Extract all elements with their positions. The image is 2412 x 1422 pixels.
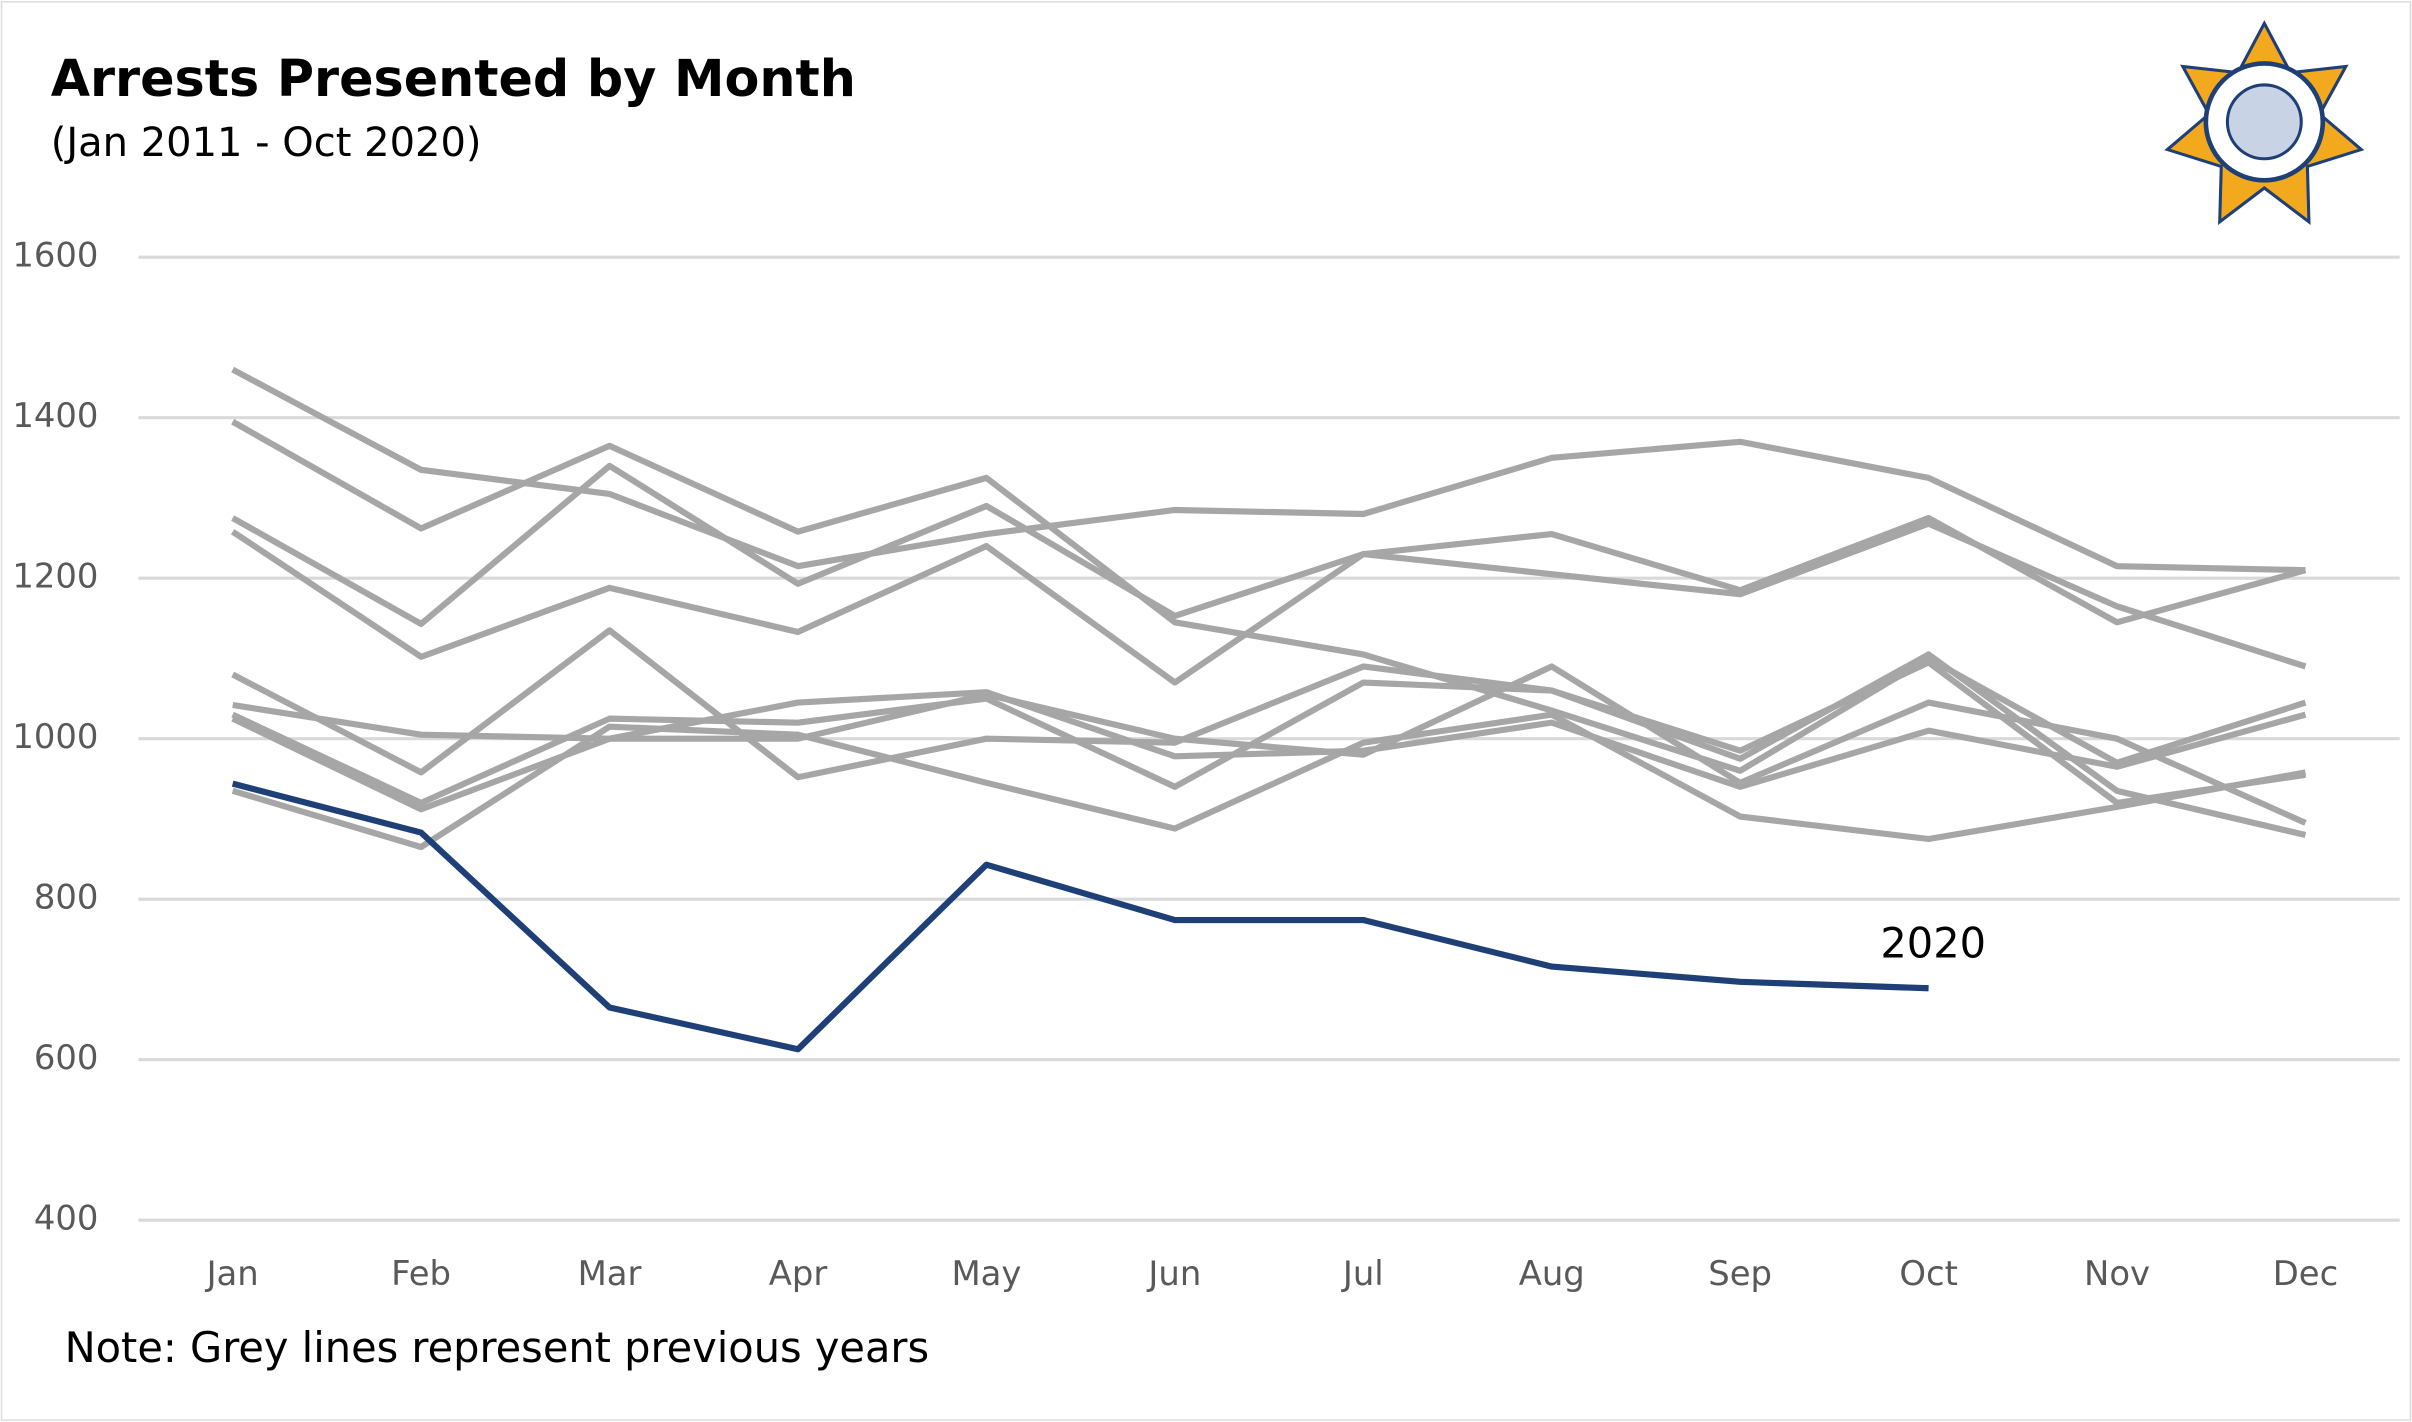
y-tick-label: 1600: [12, 236, 98, 275]
series-line: [231, 780, 1929, 1053]
x-tick-label: Sep: [1708, 1254, 1772, 1293]
x-tick-label: Oct: [1899, 1254, 1958, 1293]
x-tick-label: Apr: [769, 1254, 828, 1293]
series-label: 2020: [1880, 919, 1986, 968]
y-tick-label: 400: [34, 1199, 99, 1238]
series-line: [232, 663, 2307, 826]
x-tick-label: Jun: [1146, 1254, 1201, 1293]
chart-note: Note: Grey lines represent previous year…: [65, 1323, 929, 1372]
x-tick-label: Jul: [1341, 1254, 1384, 1293]
y-tick-label: 1000: [12, 717, 98, 756]
logo: [2164, 20, 2365, 225]
series-line: [230, 520, 2307, 686]
x-tick-label: Dec: [2273, 1254, 2338, 1293]
x-tick-label: Mar: [578, 1254, 642, 1293]
x-tick-label: Nov: [2084, 1254, 2150, 1293]
x-tick-label: Feb: [391, 1254, 451, 1293]
chart-title: Arrests Presented by Month: [51, 49, 856, 108]
series-line: [231, 659, 2306, 806]
series-line: [231, 689, 2307, 813]
y-tick-label: 1200: [12, 557, 98, 596]
x-tick-label: Jan: [205, 1254, 259, 1293]
x-tick-label: Aug: [1519, 1254, 1585, 1293]
y-tick-label: 800: [34, 878, 99, 917]
y-tick-label: 600: [34, 1038, 99, 1077]
chart-subtitle: (Jan 2011 - Oct 2020): [51, 120, 482, 166]
y-tick-label: 1400: [12, 396, 98, 435]
x-tick-label: May: [951, 1254, 1021, 1293]
series-line: [231, 627, 2307, 838]
series-line: [231, 711, 2307, 851]
